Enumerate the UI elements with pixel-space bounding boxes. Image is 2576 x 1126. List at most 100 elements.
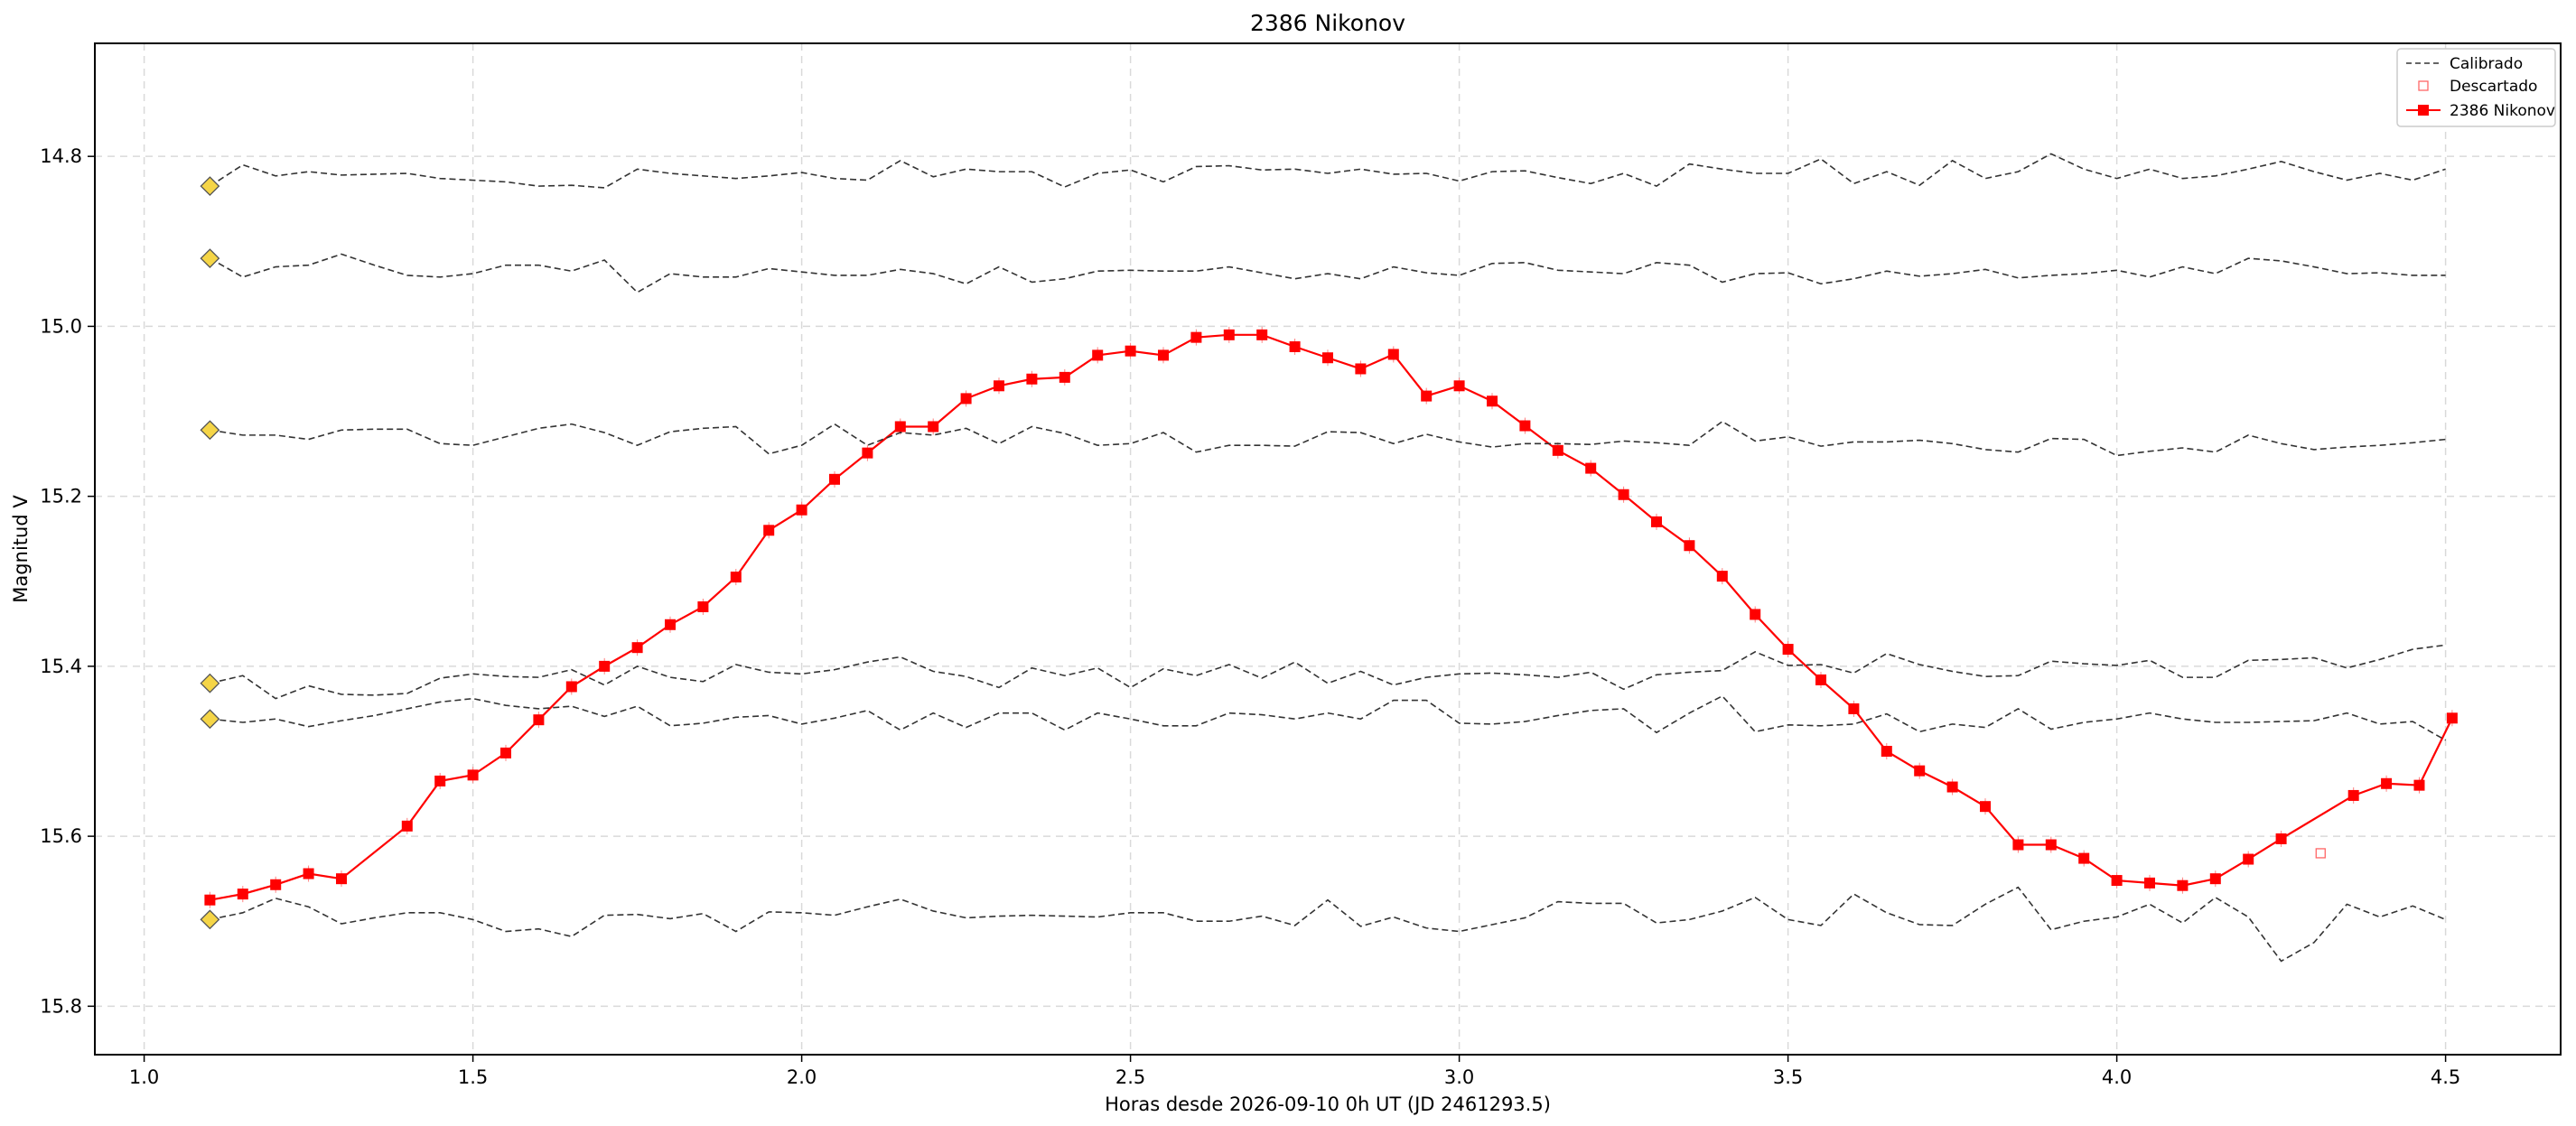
target-point <box>303 868 314 879</box>
target-point <box>565 681 577 693</box>
discarded-point <box>2315 848 2326 859</box>
comparison-star-line <box>210 886 2446 963</box>
x-tick-label: 4.0 <box>2102 1066 2132 1088</box>
target-point <box>1716 571 1728 582</box>
legend-label-target: 2386 Nikonov <box>2450 102 2555 120</box>
target-point <box>928 421 939 433</box>
target-point <box>237 889 248 900</box>
target-point <box>1552 444 1563 456</box>
target-point <box>1519 420 1531 432</box>
target-point <box>1618 489 1629 500</box>
comparison-star-marker <box>200 420 220 441</box>
target-point <box>1421 390 1433 402</box>
y-tick-label: 15.0 <box>40 315 82 337</box>
target-point <box>434 775 446 786</box>
x-tick-label: 3.5 <box>1773 1066 1803 1088</box>
target-point <box>2413 779 2425 791</box>
legend: Calibrado Descartado 2386 Nikonov <box>2396 48 2556 127</box>
x-tick-label: 1.5 <box>458 1066 488 1088</box>
comparison-star-marker <box>200 673 220 693</box>
target-point <box>730 572 742 583</box>
target-point <box>1914 765 1926 777</box>
target-point <box>533 714 545 726</box>
target-point <box>2045 839 2057 851</box>
target-point <box>2209 873 2221 885</box>
x-tick-label: 2.0 <box>787 1066 817 1088</box>
comparison-star-marker <box>200 176 220 197</box>
comparison-star-marker <box>200 909 220 930</box>
target-point <box>1487 395 1498 407</box>
x-axis-label: Horas desde 2026-09-10 0h UT (JD 2461293… <box>1105 1093 1551 1115</box>
x-tick-label: 4.5 <box>2431 1066 2460 1088</box>
y-tick-label: 15.2 <box>40 486 82 507</box>
y-tick-label: 15.4 <box>40 656 82 677</box>
target-point <box>204 894 216 906</box>
target-point <box>994 380 1004 392</box>
target-point <box>467 769 479 781</box>
y-tick-label: 15.8 <box>40 995 82 1017</box>
target-point <box>2243 853 2254 865</box>
target-point <box>2144 877 2155 889</box>
target-point <box>2177 879 2189 891</box>
target-point <box>599 660 611 672</box>
comparison-star-line <box>210 644 2446 700</box>
target-point <box>862 447 873 459</box>
target-point <box>401 820 413 832</box>
chart-title: 2386 Nikonov <box>1250 10 1405 36</box>
target-point <box>1684 540 1695 552</box>
target-point <box>796 504 807 516</box>
target-point <box>2347 789 2359 801</box>
grid <box>95 43 2561 1055</box>
target-point <box>697 601 709 612</box>
legend-marker-target <box>2418 105 2429 116</box>
comparison-star-marker <box>200 709 220 730</box>
target-point <box>1980 801 1991 813</box>
target-point <box>1059 371 1070 383</box>
target-point <box>1946 781 1958 793</box>
target-point <box>894 421 906 433</box>
target-point <box>270 879 282 890</box>
target-point <box>1322 352 1333 364</box>
target-point <box>1158 349 1169 361</box>
target-point <box>1782 644 1794 656</box>
x-tick-label: 1.0 <box>129 1066 159 1088</box>
target-point <box>1026 373 1038 385</box>
target-point <box>1387 349 1399 360</box>
target-point <box>1453 380 1465 392</box>
target-point <box>1256 329 1268 340</box>
comparison-star-line <box>210 694 2446 741</box>
target-point <box>2446 712 2458 724</box>
target-point <box>2078 852 2090 864</box>
target-point <box>1125 345 1136 357</box>
plot-frame <box>94 42 2562 1056</box>
legend-label-calibrado: Calibrado <box>2450 55 2523 73</box>
target-point <box>960 393 972 405</box>
target-point <box>1750 609 1761 620</box>
series-layer <box>200 153 2458 963</box>
y-axis-label: Magnitud V <box>10 495 32 603</box>
target-point <box>1815 674 1826 685</box>
comparison-star-line <box>210 253 2446 293</box>
comparison-star-line <box>209 153 2446 189</box>
target-point <box>763 525 775 536</box>
comparison-star-marker <box>200 248 220 269</box>
target-point <box>631 642 643 654</box>
legend-label-descartado: Descartado <box>2450 78 2537 96</box>
target-point <box>336 873 347 885</box>
target-point <box>1585 462 1597 474</box>
target-point <box>1289 341 1301 352</box>
legend-marker-descartado <box>2418 80 2429 91</box>
legend-box <box>2396 48 2556 127</box>
y-tick-label: 15.6 <box>40 825 82 847</box>
target-point <box>2012 839 2024 851</box>
target-point <box>1881 746 1892 757</box>
target-point <box>1355 363 1367 375</box>
x-tick-label: 3.0 <box>1444 1066 1474 1088</box>
y-tick-label: 14.8 <box>40 145 82 167</box>
ticks: 1.0 1.5 2.0 2.5 3.0 3.5 4.0 4.5 14.8 15.0 15.2 15.4… <box>40 145 2460 1088</box>
target-point <box>2381 777 2393 789</box>
target-point <box>1848 703 1860 714</box>
x-tick-label: 2.5 <box>1115 1066 1145 1088</box>
